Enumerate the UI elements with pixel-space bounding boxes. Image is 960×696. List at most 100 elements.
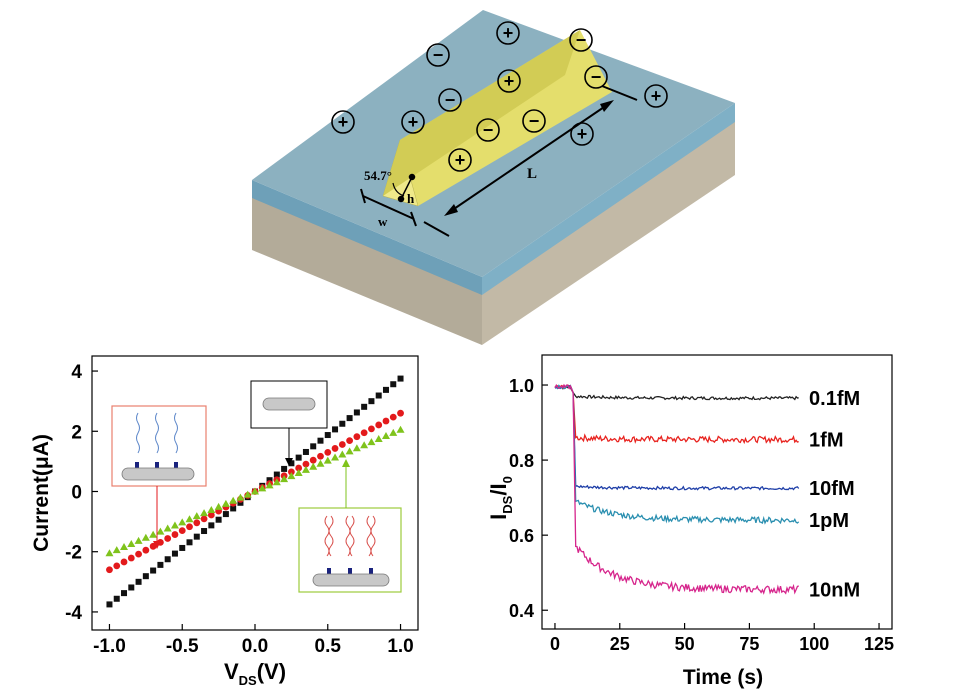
iv-point-probe [353,433,361,441]
iv-point-probe [120,558,128,566]
angle-arc [392,182,405,197]
ion-sign-label: + [455,150,466,170]
positive-ion-icon: + [570,122,594,146]
inset-probe-nanowire [111,405,207,549]
positive-ion-icon: + [496,21,520,45]
ion-sign-label: + [504,71,515,91]
inset-hybridized-nanowire [298,459,402,593]
iv-xtick-label: -0.5 [166,636,199,657]
iv-point-hybridized [185,515,194,523]
iv-point-hybridized [149,530,158,538]
iv-point-hybridized [192,512,201,520]
iv-point-probe [186,523,193,531]
iv-point-bare [193,533,200,540]
iv-point-bare [208,522,215,529]
iv-point-bare [375,392,382,399]
ion-sign-label: + [503,23,514,43]
iv-point-hybridized [127,539,136,547]
iv-point-probe [106,566,113,574]
time-legend-label: 1pM [809,510,849,532]
iv-point-hybridized [316,459,325,467]
iv-ytick-label: 4 [71,362,82,383]
height-label: h [407,191,415,206]
angle-label: 54.7° [364,168,392,183]
negative-ion-icon: − [438,88,462,112]
iv-point-bare [106,601,113,608]
width-label: w [378,214,388,229]
iv-point-bare [288,460,295,467]
iv-point-bare [179,544,186,551]
ion-sign-label: − [483,120,494,140]
iv-point-hybridized [301,465,310,473]
ion-sign-label: − [529,111,540,131]
iv-point-bare [113,595,120,602]
iv-ytick-label: 0 [71,482,82,503]
iv-point-probe [287,468,295,476]
iv-point-hybridized [105,549,114,557]
iv-point-hybridized [367,438,376,446]
iv-xlabel: VDS(V) [224,659,286,688]
iv-point-hybridized [178,518,187,526]
ion-sign-label: + [651,86,662,106]
iv-point-bare [201,528,208,535]
time-ytick-label: 0.4 [509,601,534,621]
iv-point-hybridized [381,431,390,439]
iv-point-hybridized [294,468,303,476]
iv-point-bare [150,567,157,574]
iv-point-bare [237,499,244,506]
iv-point-bare [346,415,353,422]
iv-point-bare [164,556,171,563]
iv-point-hybridized [287,472,296,480]
time-series-1pM [554,384,800,525]
iv-point-hybridized [120,543,129,551]
time-legend-label: 1fM [809,429,843,451]
iv-point-hybridized [221,499,230,507]
iv-point-bare [295,454,302,461]
iv-point-hybridized [272,478,281,486]
iv-point-bare [157,561,164,568]
iv-point-probe [331,445,339,452]
iv-point-bare [266,477,273,484]
iv-data-points [105,375,405,608]
nanowire-back-face [383,30,580,196]
time-xtick-label: 50 [675,634,695,654]
iv-xtick-label: 1.0 [387,636,413,657]
iv-point-hybridized [338,450,347,458]
iv-point-bare [382,386,389,393]
iv-point-hybridized [258,484,267,492]
ion-sign-label: + [338,112,349,132]
iv-point-bare [353,409,360,416]
iv-point-probe [113,562,121,570]
time-data-lines [554,383,800,595]
time-ylabel: IDS/I0 [486,476,515,520]
iv-point-hybridized [170,521,179,529]
ion-sign-label: − [445,90,456,110]
iv-point-probe [346,437,353,445]
time-legend-label: 10nM [809,580,860,602]
iv-point-bare [273,471,280,478]
iv-point-probe [324,448,332,456]
iv-point-bare [302,448,309,455]
time-response-chart: 0 25 50 75 100 125 0.4 0.6 0.8 1.0 0.1fM 1fM 10fM 1p… [486,354,894,689]
width-dimension [360,188,417,227]
time-xtick-label: 75 [739,634,759,654]
ion-group: +−+ −+−+−−+−++ [331,21,668,172]
iv-point-hybridized [229,496,238,504]
time-legend-label: 10fM [809,478,855,500]
iv-point-bare [317,437,324,444]
time-ytick-label: 1.0 [509,376,534,396]
negative-ion-icon: − [426,43,450,67]
iv-point-hybridized [200,509,209,517]
iv-point-probe [338,441,346,448]
iv-ytick-label: 2 [71,422,82,443]
iv-point-hybridized [352,444,361,452]
time-plot-frame [541,354,893,630]
iv-point-probe [193,519,201,527]
iv-point-hybridized [345,447,354,455]
iv-point-bare [281,465,288,472]
iv-point-bare [368,398,375,405]
negative-ion-icon: − [569,28,593,52]
iv-point-probe [142,546,150,554]
iv-point-probe [375,421,383,429]
